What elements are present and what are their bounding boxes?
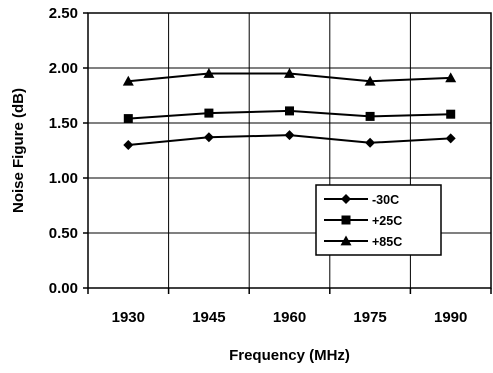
legend-label: +85C [372, 235, 402, 249]
legend-marker [341, 194, 351, 204]
legend-item: +85C [324, 235, 402, 249]
legend-label: +25C [372, 214, 402, 228]
data-point [203, 68, 215, 78]
data-point [285, 106, 294, 116]
legend-marker [340, 235, 352, 246]
data-point [203, 132, 214, 143]
legend-marker [341, 215, 351, 225]
data-point [365, 137, 376, 148]
y-tick-label: 2.50 [49, 5, 78, 22]
data-point [364, 75, 376, 86]
legend: -30C +25C +85C [315, 184, 442, 256]
y-tick-label: 2.00 [49, 60, 78, 77]
x-tick-label: 1990 [434, 309, 467, 326]
y-tick-label: 1.00 [49, 170, 78, 187]
y-tick-label: 0.00 [49, 280, 78, 297]
series-square [123, 106, 456, 124]
series-layer [122, 68, 457, 150]
data-point [445, 133, 456, 144]
x-axis-title: Frequency (MHz) [229, 347, 350, 364]
data-point [204, 108, 214, 118]
y-tick-label: 0.50 [49, 225, 78, 242]
x-tick-label: 1945 [192, 309, 225, 326]
data-point [365, 111, 375, 121]
data-point [122, 75, 134, 86]
data-point [446, 109, 456, 119]
legend-item: -30C [324, 193, 399, 207]
y-axis-title: Noise Figure (dB) [10, 88, 27, 213]
plot-area [87, 12, 492, 289]
data-point [445, 72, 457, 83]
data-point [123, 140, 134, 150]
x-tick-label: 1975 [353, 309, 386, 326]
legend-item: +25C [324, 214, 402, 228]
data-point [284, 130, 295, 141]
x-tick-label: 1960 [273, 309, 306, 326]
y-tick-label: 1.50 [49, 115, 78, 132]
data-point [123, 114, 133, 124]
tick-layer: 0.00 0.50 1.00 1.50 2.00 2.50 1930 1945 1960 1975… [49, 5, 492, 326]
series-triangle [122, 68, 457, 86]
x-tick-label: 1930 [112, 309, 145, 326]
data-point [284, 68, 295, 78]
legend-label: -30C [372, 193, 399, 207]
series-diamond [123, 130, 456, 150]
